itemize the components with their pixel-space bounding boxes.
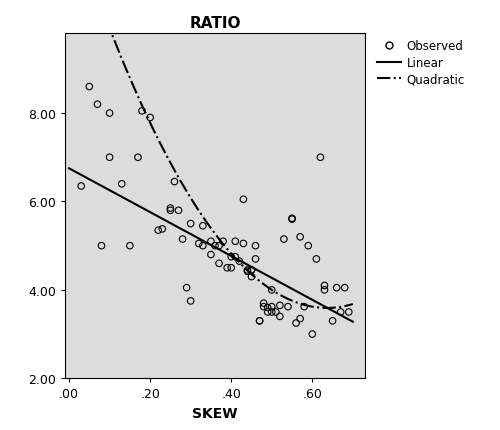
- Point: [260, 300, 268, 307]
- Point: [195, 240, 203, 247]
- Point: [154, 227, 162, 234]
- Point: [199, 223, 207, 230]
- Point: [77, 183, 85, 190]
- Point: [320, 283, 328, 289]
- Point: [227, 254, 235, 261]
- Point: [248, 273, 256, 280]
- Point: [320, 287, 328, 294]
- Point: [118, 181, 126, 188]
- Point: [178, 236, 186, 243]
- Point: [244, 267, 252, 274]
- Point: [186, 298, 194, 305]
- Point: [328, 318, 336, 325]
- Point: [126, 243, 134, 249]
- Point: [211, 243, 219, 249]
- Point: [232, 238, 239, 245]
- Legend: Observed, Linear, Quadratic: Observed, Linear, Quadratic: [377, 40, 464, 86]
- Point: [232, 254, 239, 261]
- Point: [134, 154, 142, 161]
- Point: [186, 221, 194, 227]
- Point: [248, 267, 256, 274]
- Title: RATIO: RATIO: [189, 15, 241, 31]
- Point: [345, 309, 353, 316]
- Point: [276, 302, 284, 309]
- Point: [316, 154, 324, 161]
- Point: [340, 285, 348, 292]
- Point: [252, 243, 260, 249]
- Point: [207, 238, 215, 245]
- Point: [219, 238, 227, 245]
- Point: [215, 260, 223, 267]
- Point: [288, 215, 296, 222]
- Point: [336, 309, 344, 316]
- Point: [300, 304, 308, 310]
- Point: [223, 265, 231, 272]
- Point: [296, 234, 304, 241]
- Point: [248, 267, 256, 274]
- Point: [256, 318, 264, 325]
- Point: [304, 243, 312, 249]
- Point: [268, 287, 276, 294]
- Point: [207, 252, 215, 258]
- Point: [292, 320, 300, 327]
- Point: [138, 108, 146, 115]
- Point: [252, 256, 260, 263]
- Point: [98, 243, 106, 249]
- Point: [240, 240, 248, 247]
- Point: [94, 101, 102, 108]
- Point: [268, 304, 276, 310]
- Point: [199, 243, 207, 249]
- Point: [308, 331, 316, 338]
- Point: [332, 285, 340, 292]
- Point: [284, 304, 292, 310]
- Point: [256, 318, 264, 325]
- X-axis label: SKEW: SKEW: [192, 406, 238, 420]
- Point: [215, 243, 223, 249]
- Point: [280, 236, 288, 243]
- Point: [166, 205, 174, 212]
- Point: [86, 84, 94, 91]
- Point: [240, 197, 248, 203]
- Point: [244, 268, 252, 275]
- Point: [268, 309, 276, 316]
- Point: [174, 207, 182, 214]
- Point: [264, 309, 272, 316]
- Point: [264, 304, 272, 311]
- Point: [146, 115, 154, 122]
- Point: [166, 207, 174, 214]
- Point: [312, 256, 320, 263]
- Point: [272, 309, 280, 316]
- Point: [158, 226, 166, 233]
- Point: [106, 111, 114, 117]
- Point: [288, 216, 296, 223]
- Point: [276, 313, 284, 320]
- Point: [227, 265, 235, 272]
- Point: [296, 316, 304, 322]
- Point: [182, 285, 190, 292]
- Point: [170, 179, 178, 186]
- Point: [106, 154, 114, 161]
- Point: [236, 258, 244, 265]
- Point: [260, 304, 268, 310]
